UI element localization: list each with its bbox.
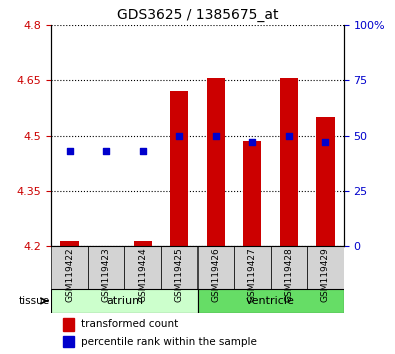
Bar xyxy=(60,241,79,246)
Text: GSM119427: GSM119427 xyxy=(248,247,257,302)
Bar xyxy=(316,117,335,246)
Text: GSM119429: GSM119429 xyxy=(321,247,330,302)
Text: GSM119426: GSM119426 xyxy=(211,247,220,302)
Text: tissue: tissue xyxy=(19,296,49,306)
Bar xyxy=(134,241,152,246)
Text: GSM119428: GSM119428 xyxy=(284,247,293,302)
Bar xyxy=(307,246,344,289)
Bar xyxy=(161,246,198,289)
Point xyxy=(322,139,329,145)
Bar xyxy=(51,246,88,289)
Point xyxy=(103,148,109,154)
Bar xyxy=(234,246,271,289)
Title: GDS3625 / 1385675_at: GDS3625 / 1385675_at xyxy=(117,8,278,22)
Text: GSM119424: GSM119424 xyxy=(138,247,147,302)
Bar xyxy=(88,246,124,289)
Text: ventricle: ventricle xyxy=(246,296,295,306)
Point xyxy=(139,148,146,154)
Bar xyxy=(51,289,198,313)
Point xyxy=(176,133,182,138)
Point xyxy=(213,133,219,138)
Text: GSM119422: GSM119422 xyxy=(65,247,74,302)
Text: transformed count: transformed count xyxy=(81,319,178,329)
Point xyxy=(249,139,256,145)
Bar xyxy=(170,91,188,246)
Text: GSM119425: GSM119425 xyxy=(175,247,184,302)
Bar xyxy=(243,141,261,246)
Bar xyxy=(63,318,74,331)
Text: GSM119423: GSM119423 xyxy=(102,247,111,302)
Point xyxy=(66,148,73,154)
Text: percentile rank within the sample: percentile rank within the sample xyxy=(81,337,256,347)
Text: atrium: atrium xyxy=(106,296,143,306)
Bar xyxy=(280,78,298,246)
Bar xyxy=(198,289,344,313)
Point xyxy=(286,133,292,138)
Bar xyxy=(271,246,307,289)
Bar xyxy=(207,78,225,246)
Bar xyxy=(63,336,74,347)
Bar xyxy=(124,246,161,289)
Bar xyxy=(198,246,234,289)
